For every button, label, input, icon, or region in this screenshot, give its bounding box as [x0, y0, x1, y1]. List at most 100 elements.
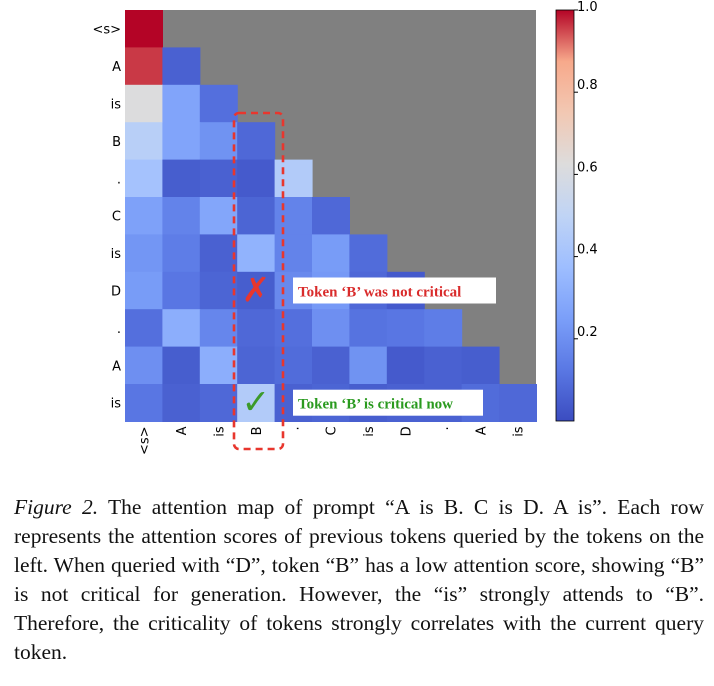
column-label: A [175, 426, 190, 435]
figure-caption: Figure 2. The attention map of prompt “A… [14, 493, 704, 667]
heatmap-cell [125, 197, 163, 235]
column-label: . [287, 426, 302, 430]
row-label: C [112, 210, 121, 225]
heatmap-cell [237, 346, 276, 385]
row-label: B [112, 135, 121, 150]
heatmap-cell [349, 309, 388, 348]
heatmap-cell [125, 309, 163, 348]
heatmap-cell [162, 384, 201, 422]
heatmap-cell [125, 384, 163, 422]
heatmap-cell [162, 234, 201, 273]
heatmap-cell [162, 84, 201, 123]
heatmap-cell [199, 197, 238, 235]
heatmap-cell [237, 234, 276, 273]
heatmap-cell [237, 159, 276, 198]
heatmap-cell [274, 346, 313, 385]
heatmap-cell [125, 159, 163, 198]
heatmap-cell [162, 122, 201, 161]
column-label: C [325, 426, 340, 435]
annotation-text: Token ‘B’ is critical now [298, 397, 453, 413]
heatmap-cell [125, 346, 163, 385]
figure-label: Figure 2. [14, 495, 99, 519]
highlight-column-box [232, 111, 285, 451]
heatmap-cells [125, 10, 537, 422]
heatmap-cell [125, 47, 163, 86]
colorbar-tick-label: 0.2 [577, 325, 598, 340]
heatmap-cell [237, 384, 276, 422]
column-label: <s> [138, 426, 153, 455]
heatmap-cell [461, 346, 500, 385]
heatmap-cell [162, 271, 201, 310]
colorbar-gradient [555, 9, 575, 422]
annotation-text: Token ‘B’ was not critical [298, 285, 461, 301]
checkmark-icon: ✓ [242, 383, 271, 423]
colorbar-tick-label: 0.4 [577, 243, 598, 258]
cross-icon: ✗ [242, 271, 271, 311]
heatmap-cell [199, 122, 238, 161]
heatmap-cell [162, 346, 201, 385]
column-label: A [474, 426, 489, 435]
row-labels: <s> Ais B. Cis D. Ais [92, 23, 121, 412]
column-label: is [362, 426, 377, 437]
heatmap-cell [199, 271, 238, 310]
row-label: D [111, 285, 121, 300]
row-label: A [112, 60, 121, 75]
column-label: B [250, 426, 265, 435]
row-label: . [117, 172, 121, 187]
heatmap-cell [349, 234, 388, 273]
row-label: is [111, 98, 122, 113]
heatmap-cell [237, 122, 276, 161]
heatmap-cell [312, 197, 350, 235]
colorbar-tick-label: 1.0 [577, 0, 598, 15]
column-label: D [400, 426, 415, 436]
heatmap-cell [274, 159, 313, 198]
heatmap-cell [349, 346, 388, 385]
row-label: is [111, 397, 122, 412]
heatmap-cell [274, 197, 313, 235]
row-label: A [112, 359, 121, 374]
row-label: <s> [92, 23, 121, 38]
colorbar: 0.2 0.4 0.6 0.8 1.0 [555, 0, 598, 422]
heatmap-cell [386, 346, 425, 385]
row-label: is [111, 247, 122, 262]
heatmap-cell [199, 384, 238, 422]
heatmap-cell [125, 234, 163, 273]
heatmap-cell [199, 84, 238, 123]
heatmap-cell [162, 159, 201, 198]
heatmap-cell [162, 309, 201, 348]
colorbar-tick-label: 0.8 [577, 78, 598, 93]
colorbar-tick-label: 0.6 [577, 160, 598, 175]
annotations: ✗ Token ‘B’ was not critical ✓ Token ‘B’ is… [242, 271, 496, 423]
column-label: . [437, 426, 452, 430]
colorbar-ticks: 0.2 0.4 0.6 0.8 1.0 [574, 0, 598, 340]
heatmap-cell [162, 47, 201, 86]
heatmap-cell [237, 271, 276, 310]
heatmap-cell [312, 234, 350, 273]
caption-text: The attention map of prompt “A is B. C i… [14, 495, 704, 664]
heatmap-cell [424, 346, 463, 385]
heatmap-cell [274, 234, 313, 273]
heatmap-cell [162, 197, 201, 235]
heatmap-cell [125, 84, 163, 123]
heatmap-cell [199, 309, 238, 348]
column-label: is [213, 426, 228, 437]
heatmap-cell [199, 346, 238, 385]
annotation-box [293, 389, 483, 416]
heatmap-cell [386, 309, 425, 348]
heatmap-cell [125, 271, 163, 310]
heatmap-cell [312, 309, 350, 348]
heatmap-cell [499, 384, 537, 422]
heatmap-cell [199, 234, 238, 273]
heatmap-cell [312, 346, 350, 385]
annotation-box [293, 277, 496, 304]
heatmap-cell [237, 197, 276, 235]
heatmap-cell [274, 309, 313, 348]
row-label: . [117, 322, 121, 337]
heatmap-cell [125, 10, 163, 48]
heatmap-cell [237, 309, 276, 348]
heatmap-cell [125, 122, 163, 161]
heatmap-cell [199, 159, 238, 198]
heatmap-cell [424, 309, 463, 348]
